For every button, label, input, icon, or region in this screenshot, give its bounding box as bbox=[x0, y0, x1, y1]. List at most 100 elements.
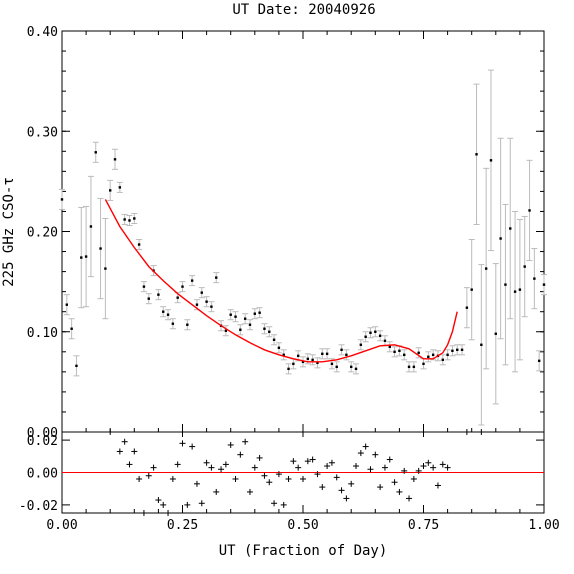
data-point bbox=[75, 364, 78, 368]
data-point bbox=[417, 351, 420, 355]
data-point bbox=[142, 285, 146, 288]
resid-y-tick-label: 0.00 bbox=[27, 467, 58, 482]
residual-marker bbox=[169, 475, 176, 482]
data-point bbox=[243, 317, 247, 320]
data-point bbox=[195, 303, 199, 306]
residual-panel bbox=[61, 429, 545, 516]
x-axis-label: UT (Fraction of Day) bbox=[219, 543, 388, 559]
data-point bbox=[133, 217, 136, 220]
data-point bbox=[292, 362, 295, 366]
y-tick-label: 0.10 bbox=[27, 326, 58, 341]
residual-marker bbox=[314, 471, 321, 478]
data-point bbox=[340, 348, 343, 351]
data-point bbox=[412, 365, 416, 369]
data-point bbox=[268, 330, 271, 333]
data-point bbox=[190, 279, 194, 282]
data-point bbox=[504, 283, 507, 286]
data-point bbox=[383, 339, 387, 342]
residual-marker bbox=[386, 456, 393, 463]
data-point bbox=[465, 306, 469, 309]
residual-marker bbox=[309, 456, 316, 463]
data-point bbox=[523, 265, 526, 268]
data-point bbox=[277, 346, 281, 349]
x-tick-label: 1.00 bbox=[528, 518, 559, 533]
data-point bbox=[186, 323, 189, 326]
data-point bbox=[301, 360, 305, 364]
residual-marker bbox=[174, 461, 181, 468]
data-point bbox=[118, 186, 122, 189]
residual-marker bbox=[165, 510, 172, 516]
residual-marker bbox=[333, 474, 340, 481]
data-point bbox=[451, 349, 454, 352]
data-point bbox=[137, 243, 141, 246]
residual-marker bbox=[357, 450, 364, 457]
data-point bbox=[210, 305, 213, 308]
residual-marker bbox=[324, 463, 331, 470]
residual-marker bbox=[213, 488, 220, 495]
residual-marker bbox=[218, 466, 225, 473]
data-point bbox=[181, 285, 184, 288]
data-point bbox=[359, 343, 363, 346]
data-point bbox=[162, 310, 165, 313]
data-point bbox=[147, 297, 150, 300]
residual-marker bbox=[372, 451, 379, 458]
x-tick-label: 0.00 bbox=[46, 518, 77, 533]
data-point bbox=[99, 247, 102, 250]
data-point bbox=[427, 355, 430, 359]
residual-marker bbox=[348, 480, 355, 487]
data-point bbox=[89, 225, 93, 228]
data-point bbox=[272, 338, 276, 341]
residual-marker bbox=[290, 458, 297, 465]
data-point bbox=[94, 151, 97, 154]
data-point bbox=[345, 353, 348, 357]
residual-marker bbox=[439, 461, 446, 468]
data-point bbox=[205, 300, 208, 303]
data-point bbox=[378, 334, 382, 337]
residual-marker bbox=[261, 472, 268, 479]
data-point bbox=[494, 332, 497, 335]
residual-marker bbox=[145, 472, 152, 479]
data-point bbox=[65, 303, 69, 306]
data-point bbox=[325, 352, 329, 356]
y-tick-label: 0.30 bbox=[27, 125, 58, 140]
data-point bbox=[369, 331, 372, 334]
data-point bbox=[296, 354, 300, 358]
data-point bbox=[166, 313, 170, 316]
data-point bbox=[176, 296, 179, 299]
data-point bbox=[533, 277, 536, 280]
data-point bbox=[80, 256, 83, 259]
data-point bbox=[104, 267, 107, 270]
main-plot-frame bbox=[61, 30, 545, 433]
x-tick-label: 0.50 bbox=[287, 518, 318, 533]
data-point bbox=[470, 288, 473, 291]
residual-marker bbox=[401, 467, 408, 474]
data-point bbox=[441, 358, 444, 362]
y-axis-label: 225 GHz CSO-τ bbox=[1, 177, 17, 287]
residual-marker bbox=[203, 459, 210, 466]
y-tick-label: 0.20 bbox=[27, 226, 58, 241]
residual-marker bbox=[280, 501, 287, 508]
residual-marker bbox=[478, 429, 485, 435]
data-point bbox=[489, 159, 493, 162]
residual-marker bbox=[353, 463, 360, 470]
data-point bbox=[403, 353, 406, 357]
residual-marker bbox=[256, 454, 263, 461]
data-point bbox=[330, 362, 334, 366]
data-point bbox=[374, 330, 377, 333]
residual-marker bbox=[396, 488, 403, 495]
data-point bbox=[431, 353, 435, 357]
data-point bbox=[321, 352, 324, 356]
data-point bbox=[499, 237, 502, 240]
data-point bbox=[263, 327, 266, 330]
data-point bbox=[258, 311, 261, 314]
residual-marker bbox=[295, 464, 302, 471]
data-point bbox=[306, 357, 310, 361]
residual-marker bbox=[227, 441, 234, 448]
residual-marker bbox=[116, 448, 123, 455]
residual-marker bbox=[107, 429, 114, 435]
residual-marker bbox=[420, 463, 427, 470]
residual-marker bbox=[444, 464, 451, 471]
data-point bbox=[239, 328, 242, 331]
residual-marker bbox=[246, 488, 253, 495]
residual-marker bbox=[406, 495, 413, 502]
